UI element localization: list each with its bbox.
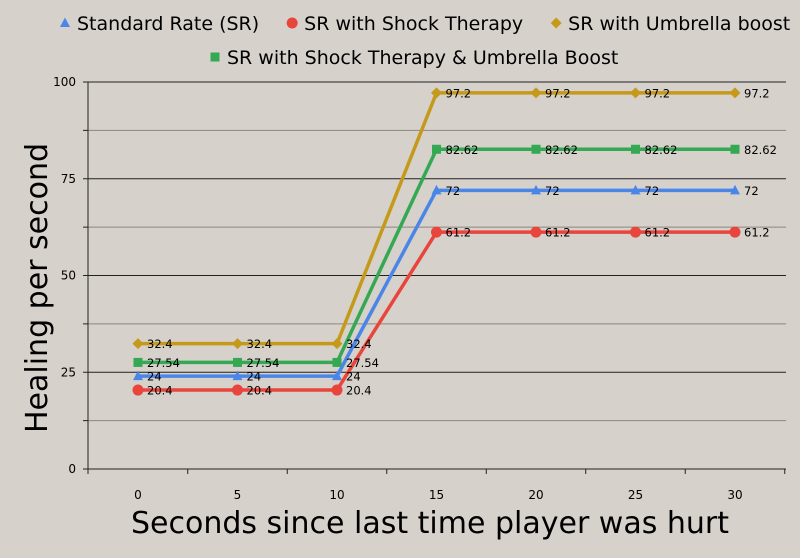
data-point	[232, 384, 243, 396]
data-point	[233, 357, 242, 367]
data-point	[631, 144, 640, 154]
x-tick-label: 0	[134, 488, 142, 502]
legend-item: SR with Umbrella boost	[550, 13, 790, 35]
data-label: 20.4	[346, 384, 372, 398]
data-point	[630, 184, 641, 195]
chart-data-labels: 24 24 24 72 72 72 72 20.4 20.4 20.4 61.2 61.2 61.2 61…	[147, 86, 777, 397]
data-point	[729, 226, 741, 238]
data-point	[630, 226, 641, 238]
x-tick-label: 20	[528, 488, 543, 502]
legend-marker	[210, 52, 220, 62]
chart-legend: Standard Rate (SR) SR with Shock Therapy S…	[60, 13, 790, 69]
data-label: 24	[247, 370, 262, 384]
data-label: 20.4	[147, 384, 173, 398]
data-point	[331, 384, 343, 396]
data-label: 97.2	[744, 86, 770, 100]
data-label: 20.4	[247, 384, 273, 398]
data-point	[232, 370, 243, 381]
data-point	[432, 144, 441, 154]
y-axis-title: Healing per second	[20, 143, 55, 433]
legend-item: SR with Shock Therapy & Umbrella Boost	[210, 47, 618, 69]
legend-label: SR with Shock Therapy	[304, 13, 523, 35]
data-point	[133, 357, 143, 367]
data-point	[730, 184, 740, 195]
x-tick-label: 5	[234, 488, 242, 502]
y-tick-label: 75	[61, 172, 76, 186]
legend-label: Standard Rate (SR)	[77, 13, 259, 35]
data-point	[531, 144, 541, 154]
y-tick-label: 100	[53, 75, 76, 89]
data-label: 61.2	[545, 226, 571, 240]
data-label: 27.54	[346, 356, 379, 370]
data-label: 97.2	[645, 86, 671, 100]
x-tick-label: 10	[329, 488, 344, 502]
data-label: 61.2	[744, 226, 770, 240]
x-tick-label: 15	[429, 488, 444, 502]
data-point	[332, 370, 342, 381]
chart-series	[132, 87, 741, 396]
x-tick-label: 30	[727, 488, 742, 502]
data-label: 24	[346, 370, 361, 384]
data-label: 97.2	[545, 86, 571, 100]
data-label: 82.62	[545, 143, 578, 157]
chart-gridlines	[88, 81, 786, 470]
data-point	[730, 144, 740, 154]
data-point	[431, 87, 442, 99]
data-label: 61.2	[446, 226, 472, 240]
y-tick-label: 0	[68, 462, 76, 476]
data-label: 61.2	[645, 226, 671, 240]
legend-marker	[60, 17, 70, 27]
data-label: 97.2	[446, 86, 472, 100]
series-line	[138, 188, 735, 378]
legend-label: SR with Umbrella boost	[568, 13, 790, 35]
data-label: 72	[744, 184, 759, 198]
data-label: 24	[147, 370, 162, 384]
data-point	[630, 87, 641, 99]
series-line	[138, 147, 735, 365]
data-point	[232, 338, 243, 350]
data-label: 82.62	[744, 143, 777, 157]
data-label: 72	[545, 184, 560, 198]
legend-item: SR with Shock Therapy	[286, 13, 523, 35]
x-tick-label: 25	[628, 488, 643, 502]
data-point	[729, 87, 741, 99]
chart-axes: 0 25 50 75 100 0 5 10 15 20 25 30	[53, 75, 786, 502]
data-point	[431, 184, 442, 195]
data-point	[133, 370, 143, 381]
data-label: 32.4	[247, 337, 273, 351]
y-tick-label: 25	[61, 365, 76, 379]
y-tick-label: 50	[61, 269, 76, 283]
legend-marker	[550, 17, 562, 29]
data-point	[530, 87, 542, 99]
series-line	[138, 230, 735, 392]
legend-marker	[286, 17, 298, 29]
data-point	[531, 184, 541, 195]
data-point	[332, 357, 342, 367]
data-label: 32.4	[147, 337, 173, 351]
data-point	[431, 226, 442, 238]
data-label: 32.4	[346, 337, 372, 351]
data-point	[530, 226, 542, 238]
legend-item: Standard Rate (SR)	[60, 13, 259, 35]
legend-label: SR with Shock Therapy & Umbrella Boost	[227, 47, 618, 69]
x-axis-title: Seconds since last time player was hurt	[131, 506, 729, 541]
data-label: 27.54	[147, 356, 180, 370]
data-label: 27.54	[247, 356, 280, 370]
data-point	[132, 338, 144, 350]
data-label: 82.62	[446, 143, 479, 157]
data-point	[132, 384, 144, 396]
data-point	[331, 338, 343, 350]
data-label: 72	[446, 184, 461, 198]
data-label: 82.62	[645, 143, 678, 157]
data-label: 72	[645, 184, 660, 198]
